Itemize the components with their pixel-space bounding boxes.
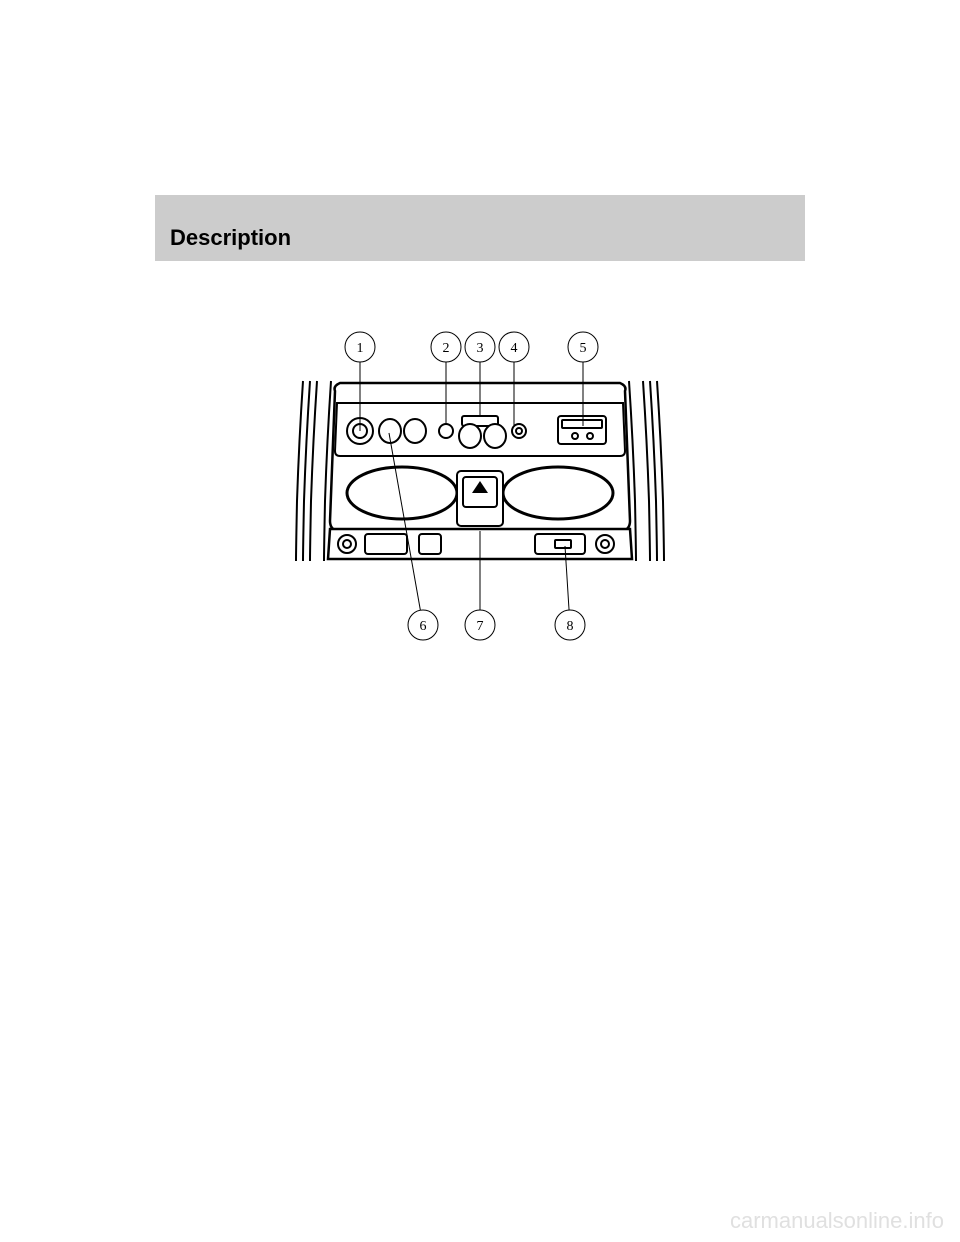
callout-label: 2 xyxy=(443,341,450,356)
callout-label: 7 xyxy=(477,619,484,634)
callout-label: 5 xyxy=(580,341,587,356)
callout-label: 3 xyxy=(477,341,484,356)
console-diagram: 1 2 3 4 5 6 7 8 xyxy=(275,321,685,651)
watermark: carmanualsonline.info xyxy=(730,1208,944,1234)
callout-label: 8 xyxy=(567,619,574,634)
diagram-container: 1 2 3 4 5 6 7 8 xyxy=(275,321,685,651)
header-bar: Description xyxy=(155,195,805,261)
callout-label: 4 xyxy=(511,341,518,356)
callout-label: 6 xyxy=(420,619,427,634)
header-title: Description xyxy=(170,225,790,251)
page-container: Description xyxy=(0,0,960,1242)
callout-label: 1 xyxy=(357,341,364,356)
